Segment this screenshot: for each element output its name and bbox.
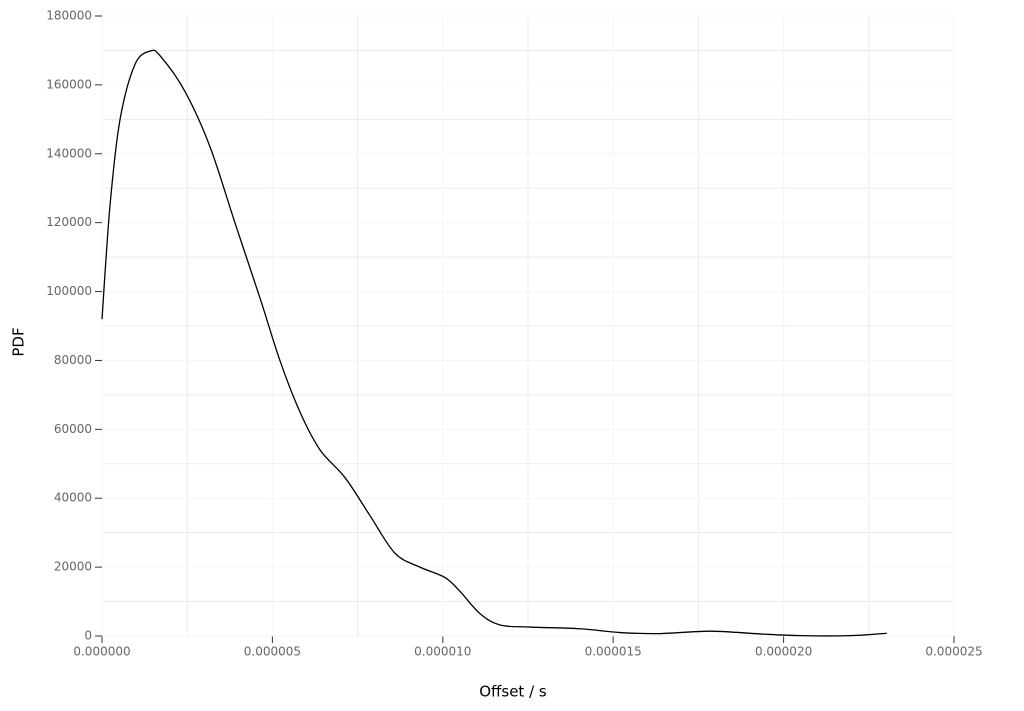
y-tick-label: 80000: [54, 353, 92, 367]
y-tick-label: 60000: [54, 422, 92, 436]
x-tick-label: 0.000005: [244, 645, 301, 659]
x-tick-label: 0.000025: [925, 645, 982, 659]
y-tick-label: 0: [84, 629, 92, 643]
y-tick-label: 140000: [46, 146, 92, 160]
x-tick-label: 0.000010: [414, 645, 471, 659]
y-tick-label: 40000: [54, 491, 92, 505]
y-tick-label: 160000: [46, 77, 92, 91]
density-line: [101, 49, 887, 637]
y-axis-title: PDF: [10, 327, 28, 356]
x-tick-label: 0.000015: [585, 645, 642, 659]
y-tick-label: 120000: [46, 215, 92, 229]
y-tick-label: 180000: [46, 9, 92, 23]
x-axis-title: Offset / s: [479, 683, 547, 701]
x-tick-label: 0.000000: [73, 645, 130, 659]
y-tick-label: 100000: [46, 284, 92, 298]
x-tick-label: 0.000020: [755, 645, 812, 659]
y-tick-label: 20000: [54, 560, 92, 574]
